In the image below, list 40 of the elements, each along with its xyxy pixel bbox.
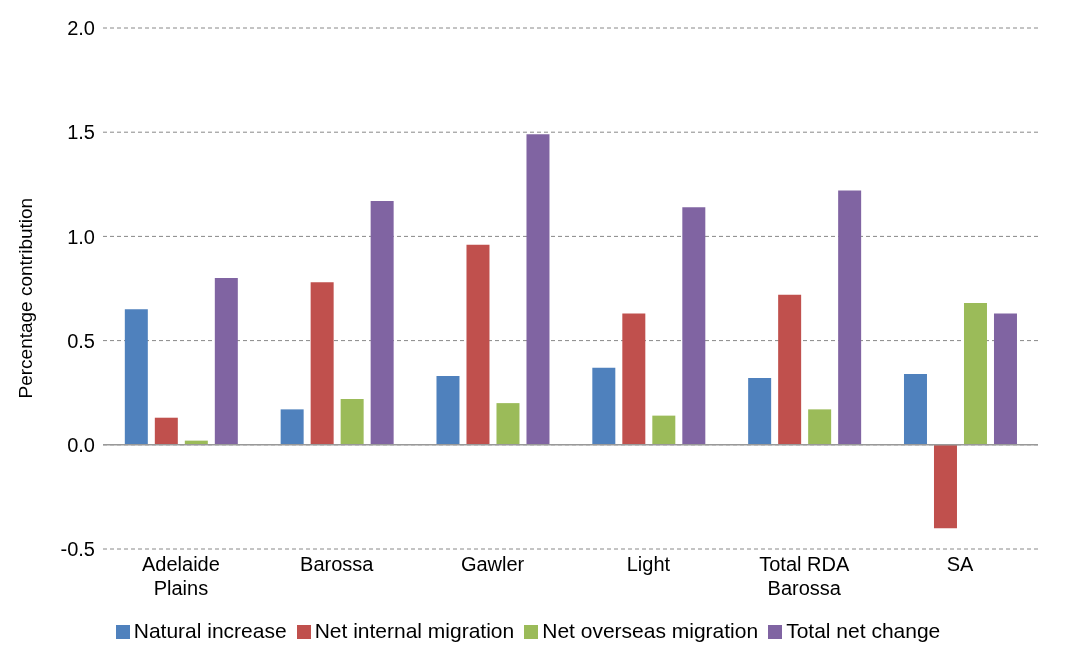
legend-label: Total net change xyxy=(786,619,941,642)
bar xyxy=(682,207,706,445)
bar xyxy=(652,415,676,445)
x-tick-label: SA xyxy=(946,553,975,575)
legend-label: Natural increase xyxy=(133,619,287,642)
bar xyxy=(778,294,802,445)
bar xyxy=(526,134,550,445)
bar xyxy=(933,444,957,529)
bar xyxy=(340,398,364,445)
y-axis-title: Percentage contribution xyxy=(14,197,36,399)
y-tick-label: 1.5 xyxy=(67,121,95,144)
bar xyxy=(903,373,927,445)
y-tick-label: 1.0 xyxy=(67,225,95,248)
bar xyxy=(124,309,148,445)
bar xyxy=(280,409,304,445)
bar xyxy=(214,278,238,445)
x-tick-label: Gawler xyxy=(460,553,525,575)
bar xyxy=(993,313,1017,445)
y-tick-label: 0.0 xyxy=(67,433,95,456)
x-tick-label: Total RDA Barossa xyxy=(759,553,850,599)
x-tick-label: Barossa xyxy=(300,553,375,575)
y-tick-label: 2.0 xyxy=(67,17,95,40)
legend-label: Net internal migration xyxy=(314,619,515,642)
bar xyxy=(622,313,646,445)
bar xyxy=(466,244,490,445)
bar xyxy=(154,417,178,445)
y-tick-label: 0.5 xyxy=(67,329,95,352)
x-tick-label: Light xyxy=(626,553,671,575)
bar xyxy=(370,200,394,445)
bar xyxy=(436,376,460,445)
bar xyxy=(748,378,772,445)
bar xyxy=(592,367,616,445)
bar xyxy=(808,409,832,445)
bar xyxy=(838,190,862,445)
bar xyxy=(496,403,520,445)
bar xyxy=(310,282,334,445)
x-tick-label: Adelaide Plains xyxy=(141,553,220,599)
legend-label: Net overseas migration xyxy=(542,619,759,642)
y-tick-label: -0.5 xyxy=(60,538,95,561)
bar xyxy=(963,303,987,445)
